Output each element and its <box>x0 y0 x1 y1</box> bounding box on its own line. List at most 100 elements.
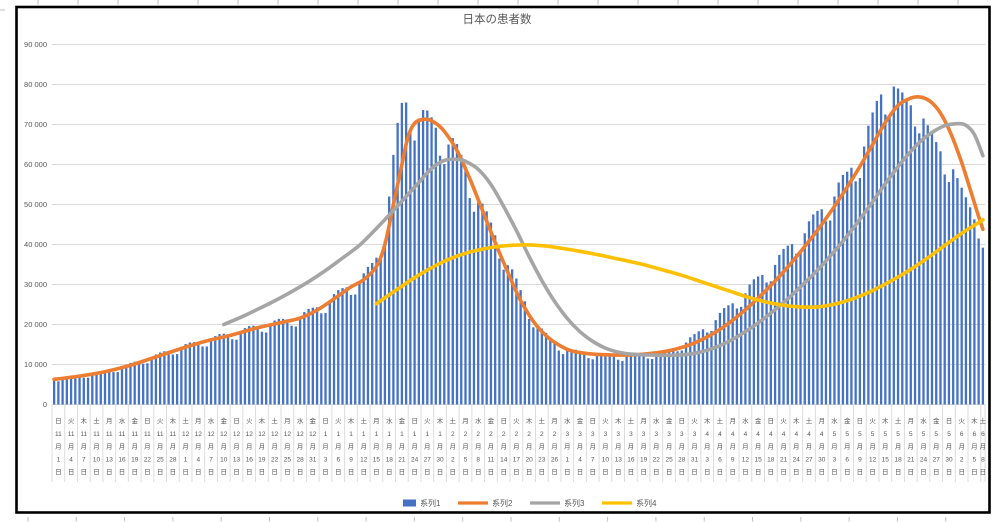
bar <box>964 197 968 405</box>
bar <box>494 235 497 405</box>
bar <box>837 182 840 405</box>
bar <box>752 279 756 405</box>
bar <box>718 312 722 405</box>
bar <box>901 92 904 405</box>
x-tick-label: 木 11 月 7 日 <box>80 416 87 476</box>
x-tick-label: 木 1 月 30 日 <box>436 416 444 476</box>
bar <box>981 247 985 405</box>
x-tick-label: 土 11 月 10 日 <box>93 416 101 476</box>
bar <box>561 354 565 405</box>
bar <box>570 349 573 405</box>
bar <box>154 354 158 405</box>
bar <box>629 354 633 405</box>
x-axis-ticks <box>51 404 986 482</box>
bar <box>672 348 675 405</box>
bar <box>587 358 590 405</box>
bar <box>905 98 908 405</box>
bar <box>540 328 543 405</box>
legend-item-2[interactable]: 系列2 <box>458 498 513 508</box>
bar <box>286 319 289 405</box>
bar <box>65 376 68 405</box>
bar <box>659 351 662 405</box>
series2-line <box>52 94 985 382</box>
bar <box>871 112 874 405</box>
bar <box>697 331 700 405</box>
bar <box>612 355 616 405</box>
bar <box>608 354 611 405</box>
bar <box>358 281 361 405</box>
bar <box>281 318 285 405</box>
bar <box>973 219 976 405</box>
bar <box>723 308 726 405</box>
x-tick-label: 水 12 月 7 日 <box>207 416 215 476</box>
bar <box>841 174 845 405</box>
x-tick-label: 火 11 月 4 日 <box>68 418 75 476</box>
bar <box>689 337 692 405</box>
x-tick-label: 木 12 月 19 日 <box>258 416 266 476</box>
bar <box>99 371 102 405</box>
bar <box>396 122 399 405</box>
bar <box>91 374 94 405</box>
bar <box>867 125 870 405</box>
legend-label: 系列1 <box>420 498 441 508</box>
x-tick-label: 火 1 月 27 日 <box>424 418 432 476</box>
bar <box>650 358 654 405</box>
bar <box>833 196 836 405</box>
excel-cell-gridline-ticks <box>0 0 959 522</box>
bar <box>693 334 696 405</box>
x-tick-label: 金 12 月 31 日 <box>309 416 317 476</box>
bar <box>171 354 175 405</box>
x-tick-label: 土 12 月 22 日 <box>271 416 279 476</box>
bar <box>345 287 348 405</box>
bar <box>574 349 577 405</box>
x-tick-label: 月 12 月 25 日 <box>284 417 292 476</box>
x-tick-label: 木 5 月 15 日 <box>882 416 890 476</box>
bar <box>388 196 391 405</box>
bar <box>782 248 785 405</box>
bar <box>243 328 247 405</box>
x-tick-label: 火 2 月 17 日 <box>513 418 521 476</box>
bar <box>714 320 717 405</box>
bar <box>926 125 929 405</box>
bar <box>218 334 221 405</box>
chart-title: 日本の患者数 <box>463 12 532 26</box>
bar <box>120 367 124 405</box>
bar <box>506 265 510 405</box>
bar <box>362 273 365 405</box>
bar <box>129 362 132 405</box>
x-tick-label: 水 1 月 18 日 <box>386 416 394 476</box>
y-tick-label: 20 000 <box>24 320 47 329</box>
y-tick-label: 70 000 <box>24 120 47 129</box>
bar <box>175 354 179 405</box>
legend-item-4[interactable]: 系列4 <box>602 498 657 508</box>
bar <box>701 329 705 405</box>
bar <box>807 221 811 405</box>
bar <box>438 155 442 405</box>
bar <box>404 102 408 405</box>
x-tick-label: 金 11 月 19 日 <box>131 416 139 476</box>
bar <box>519 290 522 405</box>
legend-item-1[interactable]: 系列1 <box>403 498 441 508</box>
bar <box>617 359 620 405</box>
bar <box>600 353 603 405</box>
legend-item-3[interactable]: 系列3 <box>530 498 585 508</box>
x-tick-label: 金 4 月 15 日 <box>754 416 762 476</box>
y-tick-label: 40 000 <box>24 240 47 249</box>
x-tick-label: 火 5 月 12 日 <box>869 418 877 476</box>
bar <box>252 325 255 405</box>
bar <box>413 140 416 405</box>
bar <box>142 363 145 405</box>
bar <box>977 238 980 405</box>
bar <box>676 351 679 405</box>
x-tick-label: 日 1 月 24 日 <box>411 417 419 476</box>
bar <box>460 154 463 405</box>
bar <box>532 327 535 405</box>
